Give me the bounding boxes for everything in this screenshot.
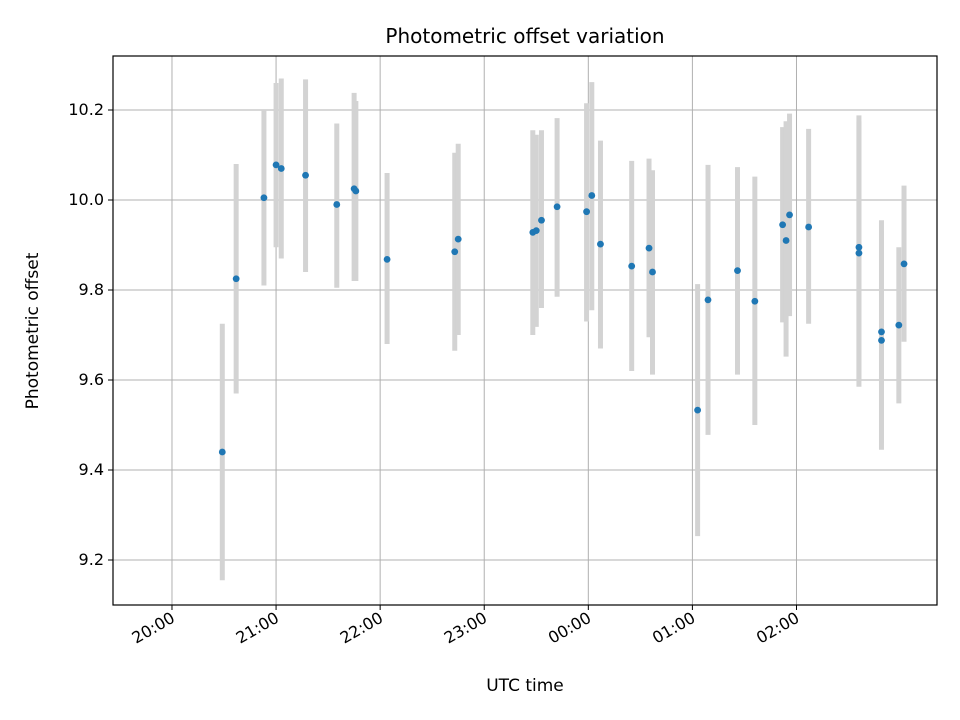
y-axis-label: Photometric offset: [23, 252, 43, 409]
data-point: [538, 216, 545, 224]
data-point: [333, 201, 341, 208]
data-point: [734, 267, 741, 275]
data-point: [782, 237, 790, 244]
data-point: [779, 221, 787, 229]
y-tick-label: 9.4: [79, 460, 104, 479]
data-point: [878, 337, 885, 344]
data-point: [645, 244, 653, 252]
grid: [113, 56, 937, 605]
y-tick-label: 10.2: [68, 100, 104, 119]
data-point: [855, 243, 863, 251]
y-tick-label: 9.8: [79, 280, 104, 299]
data-point: [277, 165, 285, 172]
data-point: [260, 194, 268, 202]
y-axis: 9.2 9.4 9.6 9.8 10.0 10.2: [68, 100, 113, 569]
data-point: [583, 208, 590, 216]
data-points: [218, 161, 908, 456]
x-axis-label: UTC time: [486, 676, 564, 696]
y-tick-label: 10.0: [68, 190, 104, 209]
data-point: [694, 406, 702, 414]
data-point: [855, 249, 863, 257]
data-point: [553, 203, 561, 211]
data-point: [597, 240, 604, 248]
data-point: [232, 275, 240, 283]
data-point: [352, 187, 360, 195]
data-point: [878, 328, 885, 336]
data-point: [649, 268, 656, 276]
data-point: [704, 296, 712, 304]
data-point: [805, 223, 813, 231]
data-point: [900, 260, 908, 268]
data-point: [383, 256, 391, 263]
data-point: [302, 171, 309, 179]
data-point: [454, 235, 462, 243]
plot-frame: [112, 55, 938, 606]
data-point: [786, 211, 793, 219]
y-tick-label: 9.6: [79, 370, 104, 389]
data-point: [451, 248, 459, 256]
data-point: [588, 192, 596, 199]
chart-title: Photometric offset variation: [385, 24, 664, 48]
data-point: [751, 297, 759, 305]
data-point: [532, 227, 540, 235]
data-point: [272, 161, 280, 169]
data-point: [895, 321, 903, 329]
y-tick-label: 9.2: [79, 550, 104, 569]
data-point: [628, 262, 636, 270]
data-point: [218, 448, 226, 456]
